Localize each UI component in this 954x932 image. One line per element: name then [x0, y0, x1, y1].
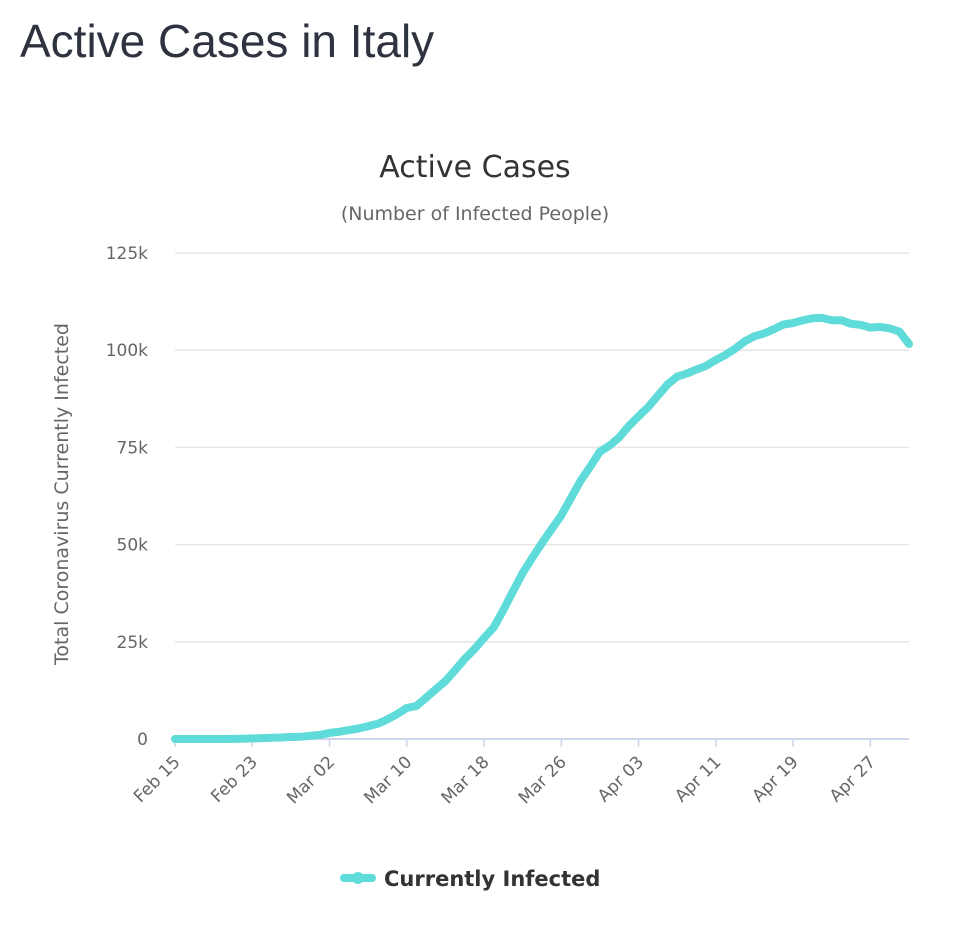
y-tick-label: 125k [106, 244, 148, 264]
x-tick-label: Feb 15 [130, 752, 185, 807]
x-tick-label: Mar 10 [360, 752, 416, 808]
y-axis-label: Total Coronavirus Currently Infected [51, 323, 73, 666]
x-tick-label: Mar 02 [283, 752, 339, 808]
x-tick-label: Apr 03 [594, 752, 648, 806]
x-axis-ticks: Feb 15 Feb 23 Mar 02 Mar 10 Mar 18 Mar 26 Apr … [130, 739, 880, 808]
x-tick-label: Mar 18 [438, 752, 494, 808]
y-tick-label: 100k [106, 341, 148, 361]
legend-label: Currently Infected [384, 867, 600, 891]
y-tick-label: 75k [117, 438, 149, 458]
x-tick-label: Apr 27 [826, 752, 880, 806]
y-tick-label: 0 [137, 730, 148, 750]
y-tick-label: 25k [117, 633, 149, 653]
x-tick-label: Mar 26 [515, 752, 571, 808]
legend[interactable]: Currently Infected [340, 867, 600, 891]
x-tick-label: Feb 23 [207, 752, 262, 807]
y-axis-ticks: 0 25k 50k 75k 100k 125k [106, 244, 148, 750]
legend-dot-marker [352, 872, 364, 884]
x-tick-label: Apr 19 [749, 752, 803, 806]
chart-title: Active Cases [379, 150, 570, 185]
series-group [171, 313, 913, 743]
x-tick-label: Apr 11 [671, 752, 725, 806]
page-title: Active Cases in Italy [20, 15, 435, 67]
chart-subtitle: (Number of Infected People) [341, 203, 609, 225]
series-line-currently-infected[interactable] [171, 313, 913, 743]
gridlines [175, 252, 909, 740]
y-tick-label: 50k [117, 536, 149, 556]
